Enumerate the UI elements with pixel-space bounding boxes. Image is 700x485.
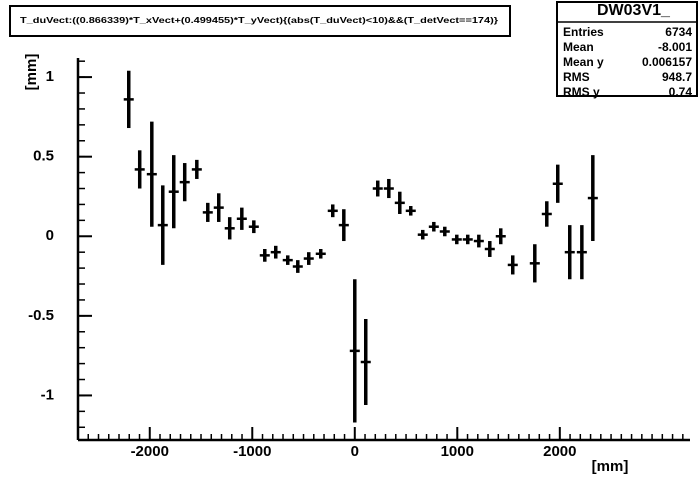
stats-label: Mean y [563, 55, 604, 69]
stats-label: RMS y [563, 85, 600, 99]
y-tick-label: -1 [41, 386, 54, 403]
stats-value: -8.001 [658, 40, 692, 54]
x-tick-label: 2000 [543, 443, 576, 460]
stats-label: Entries [563, 25, 604, 39]
x-tick-label: 0 [351, 443, 359, 460]
stats-frame [556, 1, 698, 97]
y-axis-label: [mm] [23, 54, 40, 91]
stats-box: DW03V1_ Entries 6734 Mean -8.001 Mean y 0.006… [556, 1, 698, 99]
stats-value: 6734 [665, 25, 692, 39]
stats-label: RMS [563, 70, 590, 84]
title-box [9, 5, 511, 37]
y-tick-label: 1 [46, 68, 54, 85]
y-tick-label: -0.5 [28, 307, 54, 324]
stats-title: DW03V1_ [597, 2, 671, 19]
x-tick-label: -2000 [131, 443, 169, 460]
x-axis-label: [mm] [592, 458, 629, 475]
stats-value: 0.006157 [642, 55, 692, 69]
y-tick-label: 0 [46, 227, 54, 244]
stats-label: Mean [563, 40, 594, 54]
stats-value: 948.7 [662, 70, 692, 84]
chart-title: T_duVect:((0.866339)*T_xVect+(0.499455)*… [20, 16, 498, 25]
x-tick-label: -1000 [233, 443, 271, 460]
stats-value: 0.74 [669, 85, 693, 99]
x-tick-label: 1000 [441, 443, 474, 460]
y-tick-label: 0.5 [33, 148, 54, 165]
